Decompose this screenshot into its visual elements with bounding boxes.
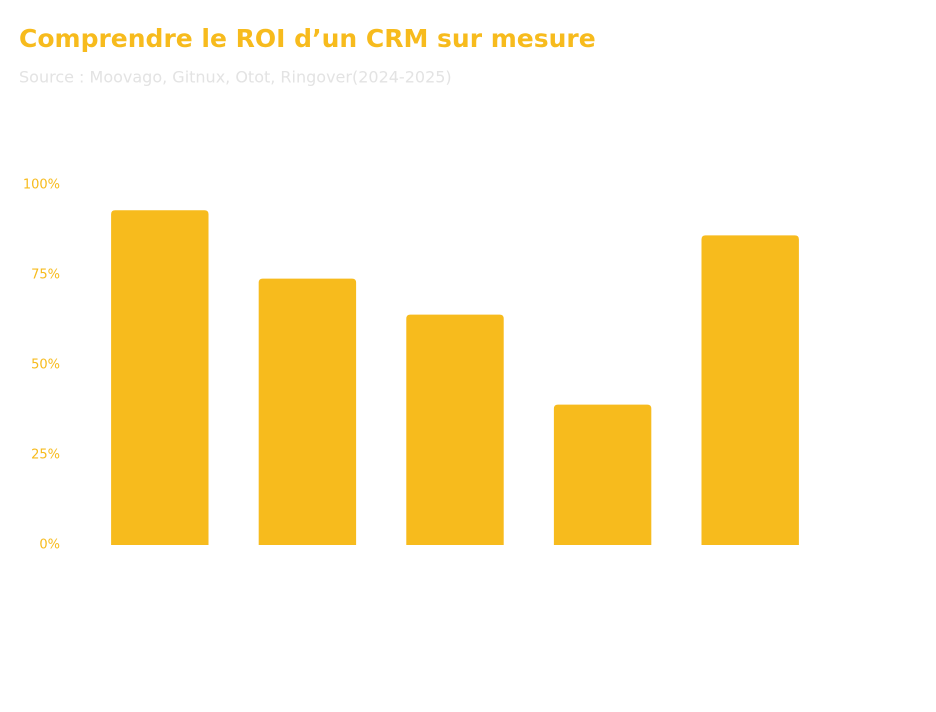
bar (701, 235, 799, 545)
y-tick-label: 25% (31, 448, 60, 463)
y-tick-label: 0% (39, 538, 60, 553)
bar (111, 210, 209, 545)
chart-subtitle: Source : Moovago, Gitnux, Otot, Ringover… (19, 68, 452, 87)
bar (406, 314, 504, 545)
bar (258, 278, 357, 545)
bar (553, 404, 652, 545)
chart-title: Comprendre le ROI d’un CRM sur mesure (19, 24, 596, 53)
y-tick-label: 50% (31, 358, 60, 373)
y-tick-label: 100% (23, 178, 60, 193)
y-tick-label: 75% (31, 268, 60, 283)
